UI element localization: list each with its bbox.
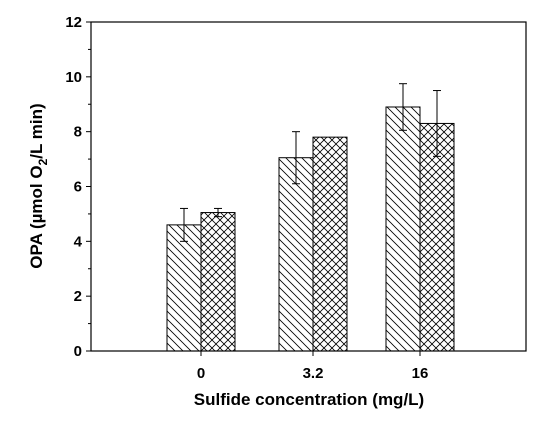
y-axis-ticks: 0 2 4 6 8 10 12: [65, 14, 91, 360]
y-axis-title: OPA (µmol O2/L min): [27, 103, 50, 268]
x-tick-label: 16: [412, 365, 429, 382]
x-axis-ticks: 0 3.2 16: [197, 351, 429, 382]
y-axis-title-subscript: 2: [36, 158, 50, 165]
bar-s2-3.2: [312, 136, 348, 352]
y-tick-label: 8: [74, 124, 82, 141]
error-bar-s1-3.2: [292, 131, 300, 185]
x-tick-label: 3.2: [303, 365, 324, 382]
y-tick-label: 2: [74, 288, 82, 305]
bar-s2-0: [200, 212, 236, 352]
x-axis-title: Sulfide concentration (mg/L): [194, 390, 424, 409]
y-tick-label: 10: [65, 69, 82, 86]
error-bars-layer: [180, 83, 441, 242]
y-tick-label: 6: [74, 179, 82, 196]
x-tick-label: 0: [197, 365, 205, 382]
y-tick-label: 12: [65, 14, 82, 31]
bar-s1-3.2: [278, 157, 314, 352]
bar-s1-0: [166, 224, 202, 352]
error-bar-s2-16: [433, 90, 441, 157]
error-bar-s1-16: [399, 83, 407, 131]
bar-s2-16: [419, 122, 455, 352]
error-bar-s1-0: [180, 207, 188, 242]
bars-layer: [166, 106, 455, 352]
error-bar-s2-0: [214, 207, 222, 218]
y-axis-title-suffix: /L min): [27, 103, 46, 158]
y-tick-label: 4: [74, 233, 83, 250]
y-axis-title-prefix: OPA (µmol O: [27, 165, 46, 268]
bar-s1-16: [385, 106, 421, 352]
y-tick-label: 0: [74, 343, 82, 360]
